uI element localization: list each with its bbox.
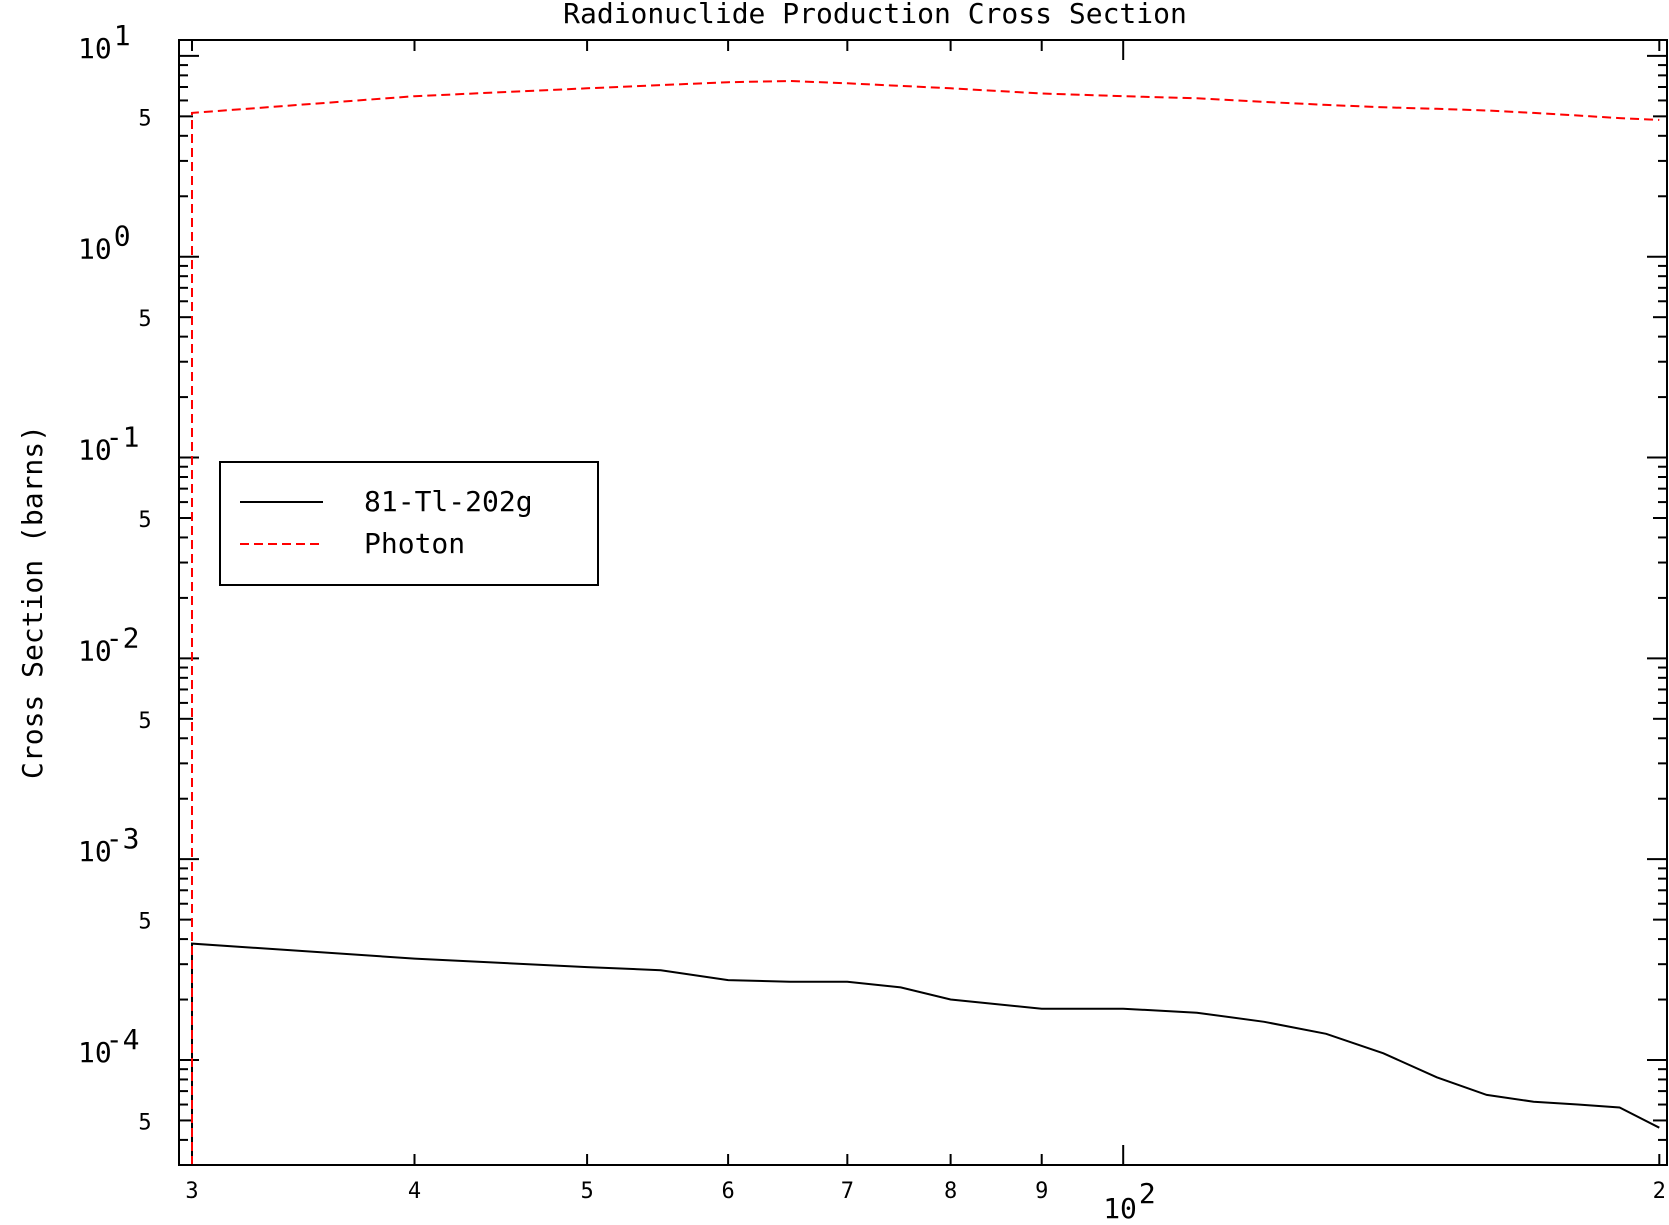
y-tick-label-exponent: -2 [106,621,140,654]
x-tick-label: 7 [841,1179,854,1204]
y-minor-tick-label: 5 [138,508,151,533]
y-tick-label-base: 10 [78,634,112,667]
x-decade-label-exponent: 2 [1139,1177,1156,1210]
x-decade-label: 102 [1103,1177,1156,1225]
plot-frame [178,39,1668,1166]
y-tick-label: 10-3 [78,822,139,868]
y-minor-tick-label: 5 [138,307,151,332]
series-line-81-tl-202g [191,942,1660,1165]
y-tick-label-base: 10 [78,32,112,65]
y-minor-tick-label: 5 [138,709,151,734]
y-tick-label-exponent: -3 [106,822,140,855]
y-minor-tick-label: 5 [138,1110,151,1135]
y-tick-label: 10-1 [78,421,139,467]
y-tick-label-base: 10 [78,835,112,868]
y-tick-label: 100 [78,220,131,266]
y-minor-tick-label: 5 [138,910,151,935]
x-tick-label: 4 [408,1179,421,1204]
y-tick-label: 10-4 [78,1023,139,1069]
x-tick-label: 6 [721,1179,734,1204]
x-decade-label-base: 10 [1103,1192,1137,1225]
x-tick-label: 9 [1035,1179,1048,1204]
y-tick-label-base: 10 [78,434,112,467]
y-tick-label-base: 10 [78,1036,112,1069]
series-line-photon [191,79,1660,1165]
y-tick-label-exponent: -1 [106,421,140,454]
legend-box [219,461,599,586]
y-tick-label-base: 10 [78,233,112,266]
y-tick-label-exponent: 1 [114,19,131,52]
legend-label: Photon [364,527,465,560]
legend: 81-Tl-202g Photon [219,461,599,586]
y-minor-tick-label: 5 [138,106,151,131]
chart-title: Radionuclide Production Cross Section [563,0,1187,30]
x-tick-label: 8 [944,1179,957,1204]
y-tick-label-exponent: 0 [114,220,131,253]
y-tick-label-exponent: -4 [106,1023,140,1056]
x-tick-label: 2 [1653,1179,1666,1204]
x-tick-label: 3 [185,1179,198,1204]
y-tick-label: 101 [78,19,131,65]
legend-label: 81-Tl-202g [364,485,533,518]
y-axis-label: Cross Section (barns) [16,425,49,779]
x-tick-label: 5 [580,1179,593,1204]
y-tick-label: 10-2 [78,621,139,667]
